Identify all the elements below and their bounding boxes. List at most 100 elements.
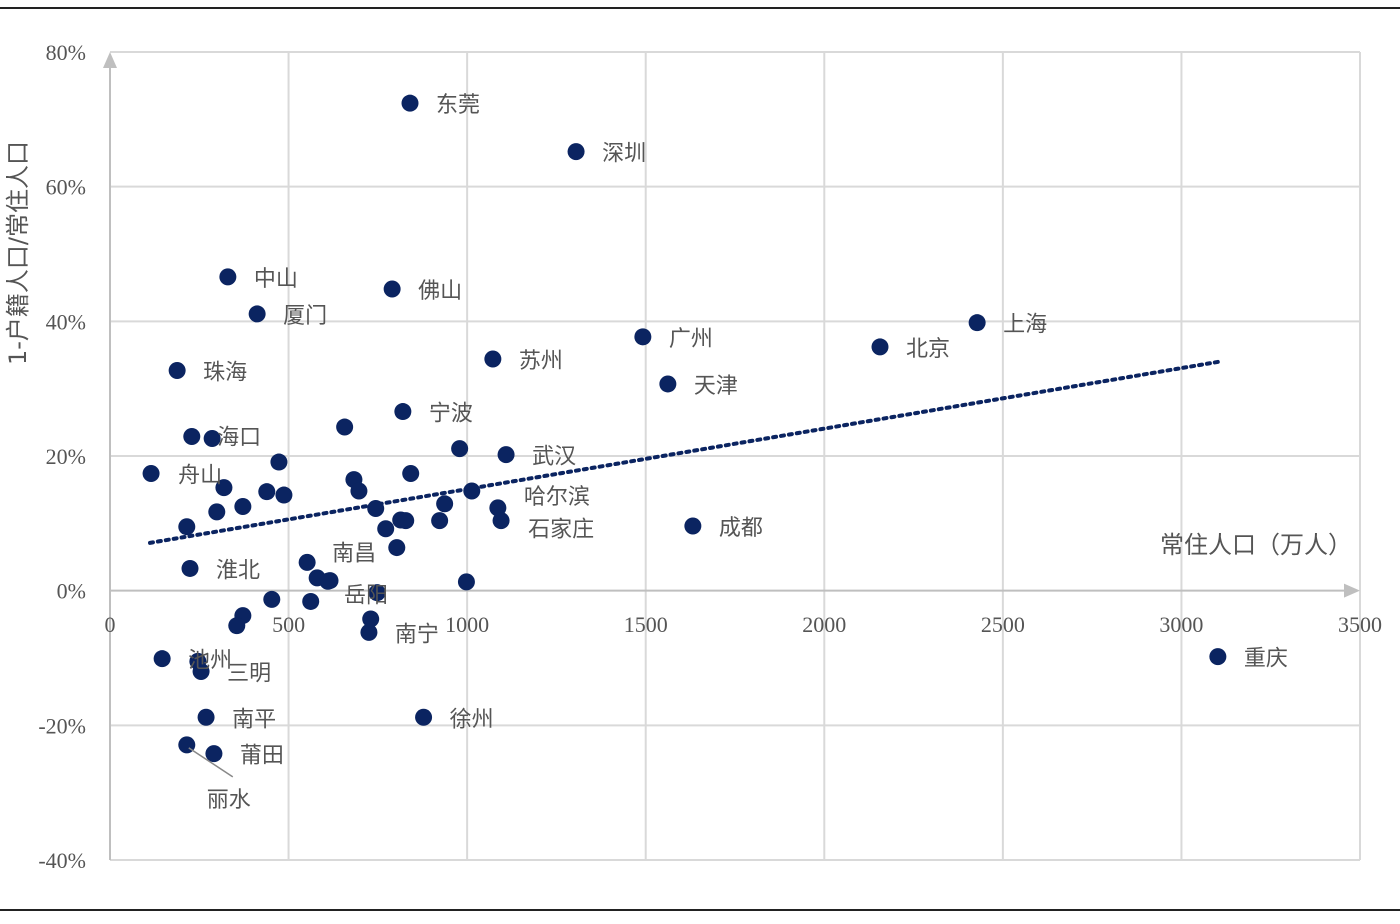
- data-point: [153, 650, 171, 668]
- point-label: 淮北: [216, 558, 260, 583]
- data-point: [197, 708, 215, 726]
- point-label: 石家庄: [528, 518, 594, 543]
- data-point: [181, 559, 199, 577]
- data-point: [415, 708, 433, 726]
- data-point: [401, 94, 419, 112]
- y-tick-label: 60%: [46, 175, 86, 200]
- point-label: 池州: [188, 649, 232, 674]
- x-tick-label: 1500: [624, 612, 668, 637]
- data-point: [397, 512, 415, 530]
- data-point: [394, 403, 412, 421]
- point-label: 南平: [232, 707, 276, 732]
- data-point: [968, 314, 986, 332]
- point-label: 岳阳: [344, 584, 388, 609]
- data-point: [203, 429, 221, 447]
- x-tick-label: 500: [272, 612, 305, 637]
- point-label: 宁波: [429, 402, 473, 427]
- data-point: [234, 498, 252, 515]
- x-tick-label: 0: [105, 612, 116, 637]
- x-tick-label: 2000: [802, 612, 846, 637]
- data-point: [178, 518, 196, 536]
- y-tick-label: -20%: [38, 713, 86, 738]
- point-label: 珠海: [203, 360, 247, 385]
- data-point: [497, 446, 515, 464]
- data-point: [205, 745, 223, 763]
- point-label: 徐州: [450, 707, 494, 732]
- point-label: 厦门: [283, 304, 327, 329]
- data-point: [368, 584, 386, 602]
- point-label: 北京: [906, 337, 950, 362]
- data-point: [183, 427, 201, 445]
- data-point: [463, 482, 481, 500]
- x-tick-label: 3000: [1159, 612, 1203, 637]
- data-point: [1209, 648, 1227, 666]
- data-point: [219, 268, 237, 286]
- data-point: [871, 338, 889, 356]
- grid: [110, 51, 1361, 861]
- y-tick-label: 20%: [46, 444, 86, 469]
- data-point: [258, 483, 276, 501]
- data-point: [436, 495, 454, 513]
- data-point: [298, 553, 316, 571]
- data-point: [319, 572, 337, 590]
- data-point: [567, 143, 585, 161]
- points: [142, 94, 1227, 763]
- point-label: 东莞: [436, 93, 480, 118]
- point-label: 莆田: [240, 744, 284, 769]
- point-label: 三明: [227, 661, 271, 686]
- y-tick-label: 40%: [46, 309, 86, 334]
- point-label: 上海: [1003, 313, 1047, 338]
- x-axis-arrow-icon: [1344, 583, 1360, 598]
- data-point: [189, 652, 207, 670]
- data-point: [302, 592, 320, 610]
- x-tick-label: 3500: [1338, 612, 1382, 637]
- point-label: 天津: [694, 374, 738, 399]
- point-label: 广州: [669, 327, 713, 352]
- data-point: [270, 453, 288, 471]
- frame-bottom-border: [0, 909, 1400, 911]
- point-label: 哈尔滨: [524, 485, 590, 510]
- leader-line: [188, 747, 234, 778]
- data-point: [362, 610, 380, 628]
- point-label: 成都: [719, 516, 763, 541]
- data-point: [484, 350, 502, 368]
- point-label: 海口: [217, 425, 261, 450]
- trendline-group: [148, 359, 1221, 545]
- data-point: [402, 465, 420, 483]
- point-label: 南昌: [332, 541, 376, 566]
- y-tick-label: 80%: [46, 40, 86, 65]
- point-label: 中山: [254, 267, 298, 292]
- axes: [103, 52, 1360, 860]
- x-axis-title: 常住人口（万人）: [1160, 531, 1352, 559]
- data-point: [377, 520, 395, 538]
- point-label: 苏州: [519, 349, 563, 374]
- y-tick-label: -40%: [38, 848, 86, 873]
- data-point: [248, 305, 266, 323]
- point-label: 丽水: [207, 788, 251, 813]
- data-point: [360, 623, 378, 641]
- data-point: [684, 517, 702, 535]
- data-point: [634, 328, 652, 346]
- y-axis-arrow-icon: [103, 52, 117, 68]
- point-label: 重庆: [1244, 647, 1288, 672]
- data-point: [228, 617, 246, 635]
- data-point: [383, 280, 401, 298]
- y-axis-title: 1-户籍人口/常住人口: [4, 141, 32, 365]
- data-point: [489, 499, 507, 517]
- tick-labels: 0 500 1000 1500 2000 2500 3000 3500 -40% -20% 0% 20…: [38, 40, 1382, 873]
- data-point: [142, 465, 160, 483]
- data-point: [215, 479, 233, 497]
- y-tick-label: 0%: [57, 579, 86, 604]
- trendline: [148, 359, 1221, 545]
- data-point: [275, 486, 293, 504]
- point-label: 深圳: [602, 142, 646, 167]
- data-point: [388, 539, 406, 557]
- data-point: [492, 512, 510, 530]
- frame-top-border: [0, 7, 1400, 9]
- data-point: [431, 512, 449, 530]
- data-point: [367, 500, 385, 518]
- data-point: [457, 573, 475, 591]
- point-label: 武汉: [532, 445, 576, 470]
